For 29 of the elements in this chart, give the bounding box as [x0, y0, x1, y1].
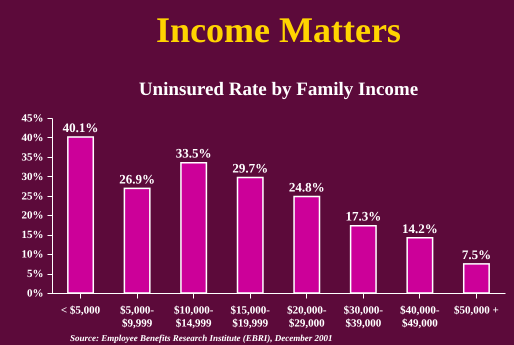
chart-title: Income Matters	[156, 10, 401, 50]
data-label: 24.8%	[288, 180, 325, 195]
y-tick-label: 35%	[22, 151, 44, 164]
x-tick-label: $15,000-$19,999	[230, 304, 270, 330]
y-tick-label: 0%	[27, 288, 44, 300]
y-tick-label: 5%	[27, 268, 44, 280]
y-tick-label: 40%	[22, 132, 44, 144]
x-tick-label: $10,000-$14,999	[174, 304, 214, 330]
data-label: 33.5%	[176, 146, 212, 161]
x-tick-label: < $5,000	[60, 304, 101, 316]
y-tick-label: 20%	[22, 210, 44, 222]
data-label: 7.5%	[462, 246, 492, 262]
data-label: 14.2%	[402, 220, 438, 236]
x-tick-label: $20,000-$29,000	[287, 304, 327, 330]
data-label: 26.9%	[119, 171, 155, 186]
x-tick-label: $40,000-$49,000	[400, 304, 440, 330]
data-label: 29.7%	[232, 160, 268, 176]
x-tick-label: $30,000-$39,000	[344, 304, 384, 330]
x-tick-label: $5,000-$9,999	[120, 304, 154, 330]
y-tick-label: 25%	[22, 190, 44, 202]
y-tick-label: 45%	[22, 112, 44, 124]
source-note: Source: Employee Benefits Research Institute (EBRI), December 2001	[70, 333, 332, 343]
chart-subtitle: Uninsured Rate by Family Income	[138, 79, 418, 100]
data-label: 17.3%	[345, 208, 382, 224]
y-tick-label: 15%	[22, 229, 44, 242]
y-tick-label: 10%	[22, 248, 44, 261]
data-label: 40.1%	[62, 120, 98, 136]
x-tick-label: $50,000 +	[454, 304, 499, 316]
y-tick-label: 30%	[22, 170, 44, 183]
